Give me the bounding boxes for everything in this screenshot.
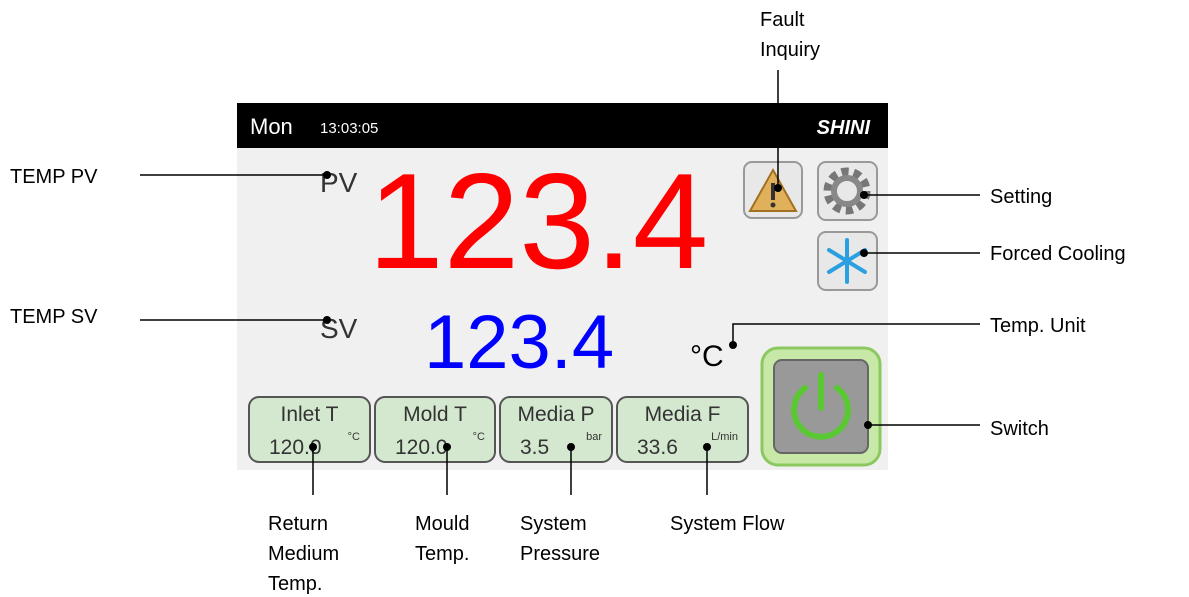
tile-unit: L/min (711, 431, 738, 443)
switch-button[interactable] (760, 346, 882, 467)
tile (248, 396, 371, 463)
callout: Forced Cooling (990, 243, 1126, 265)
time: 13:03:05 (320, 120, 378, 137)
tile-unit: °C (473, 431, 485, 443)
callout: TEMP PV (10, 166, 98, 188)
callout: Return (268, 513, 328, 535)
callout: TEMP SV (10, 306, 98, 328)
callout: Setting (990, 186, 1052, 208)
tile-name: Inlet T (281, 403, 339, 426)
tile-value: 120.0 (395, 436, 448, 459)
pv-value: 123.4 (368, 145, 708, 297)
tile-value: 120.0 (269, 436, 322, 459)
callout: Temp. Unit (990, 315, 1086, 337)
tile-name: Media F (645, 403, 721, 426)
unit: °C (690, 340, 724, 373)
callout: Medium (268, 543, 339, 565)
callout: System Flow (670, 513, 785, 535)
day: Mon (250, 114, 293, 139)
tile (616, 396, 749, 463)
tile-value: 33.6 (637, 436, 678, 459)
callout: Pressure (520, 543, 600, 565)
callout: Temp. (268, 573, 322, 595)
tile-value: 3.5 (520, 436, 549, 459)
sv-value: 123.4 (424, 300, 614, 385)
tile-unit: °C (348, 431, 360, 443)
tile (374, 396, 496, 463)
callout: Fault (760, 9, 805, 31)
callout-lines (140, 70, 980, 495)
tile-name: Media P (517, 403, 594, 426)
tile-name: Mold T (403, 403, 467, 426)
brand: SHINI (817, 117, 871, 139)
tile-unit: bar (586, 431, 602, 443)
callout: Mould (415, 513, 469, 535)
callout: Inquiry (760, 39, 820, 61)
header-bar (237, 103, 888, 148)
cooling-button[interactable] (817, 231, 878, 291)
fault-button[interactable] (743, 161, 803, 219)
callout: System (520, 513, 587, 535)
setting-button[interactable] (817, 161, 878, 221)
callout: Switch (990, 418, 1049, 440)
callout: Temp. (415, 543, 469, 565)
tile (499, 396, 613, 463)
